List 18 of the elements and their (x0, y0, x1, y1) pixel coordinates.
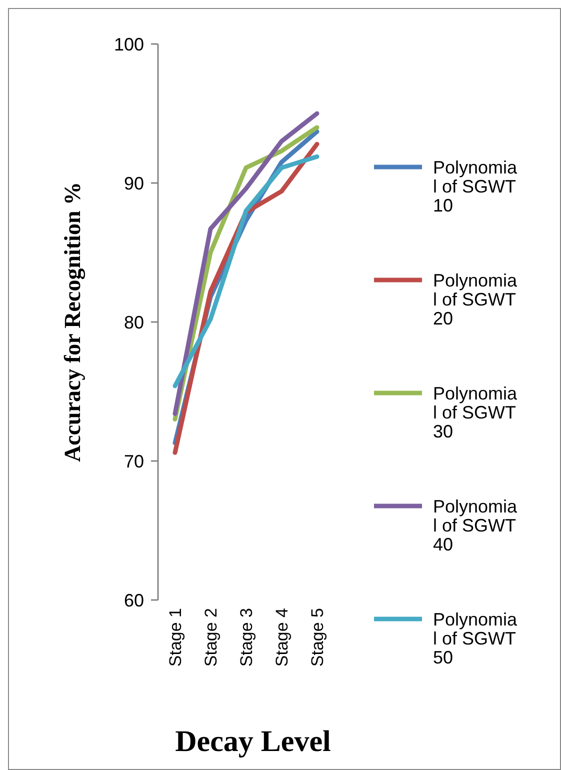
legend-label: Polynomial of SGWT 40 (433, 496, 518, 554)
y-tick-label: 90 (124, 173, 144, 194)
x-tick-label: Stage 5 (308, 608, 327, 667)
x-axis-title: Decay Level (175, 725, 331, 758)
x-tick-label: Stage 1 (166, 608, 185, 667)
x-tick-label: Stage 4 (272, 608, 292, 667)
x-tick-label: Stage 3 (237, 608, 256, 667)
legend-label: Polynomial of SGWT 10 (433, 157, 518, 216)
y-tick-label: 70 (124, 451, 144, 472)
legend-label: Polynomial of SGWT 30 (433, 383, 518, 442)
y-tick-label: 60 (124, 590, 144, 610)
legend-label: Polynomial of SGWT 50 (433, 609, 518, 668)
legend-label: Polynomial of SGWT 20 (433, 270, 518, 328)
y-tick-label: 100 (114, 34, 144, 54)
x-tick-label: Stage 2 (202, 608, 220, 667)
line-series (172, 154, 320, 388)
y-tick-label: 80 (124, 312, 144, 332)
y-axis-title: Accuracy for Recognition % (60, 182, 86, 462)
